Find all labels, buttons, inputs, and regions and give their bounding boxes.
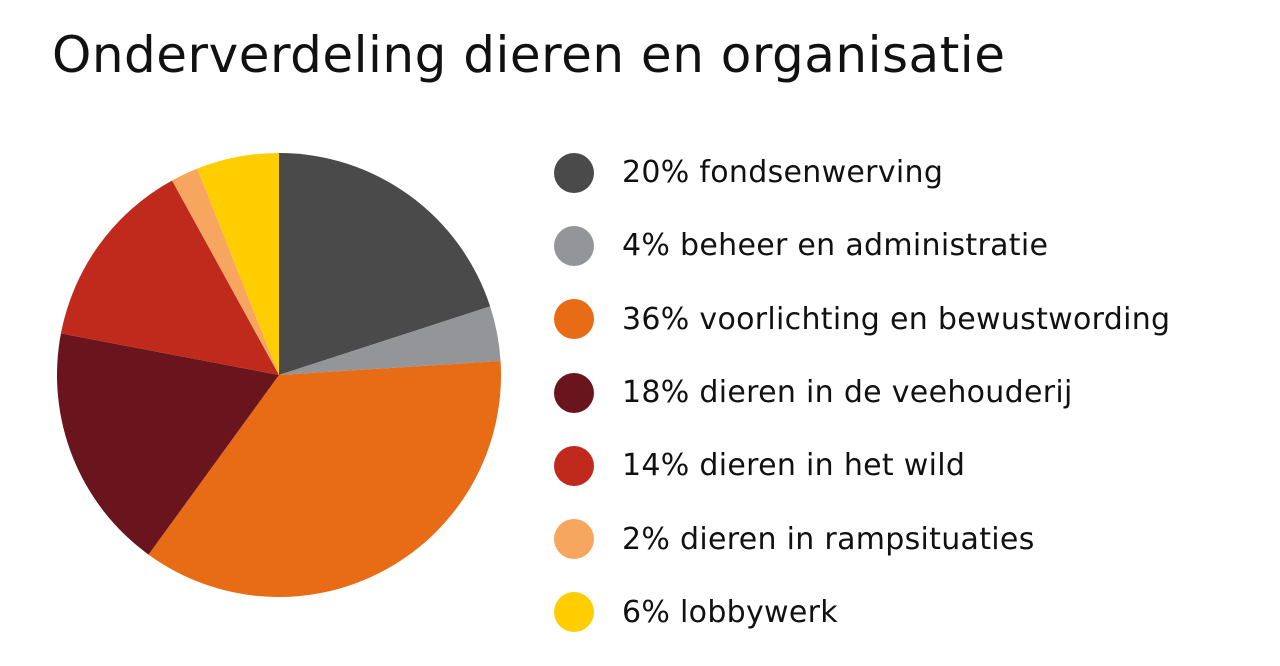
- legend-item: 18% dieren in de veehouderij: [554, 356, 1170, 429]
- legend-swatch: [554, 372, 594, 413]
- legend-swatch: [554, 445, 594, 486]
- legend-item: 6% lobbywerk: [554, 576, 1170, 649]
- legend-label: 14% dieren in het wild: [622, 448, 966, 484]
- legend-swatch: [554, 592, 594, 633]
- pie-slice-4: [60, 180, 280, 375]
- legend-swatch: [554, 299, 594, 340]
- chart-title: Onderverdeling dieren en organisatie: [52, 26, 1006, 84]
- legend-label: 20% fondsenwerving: [622, 155, 944, 191]
- pie-slice-3: [56, 333, 280, 555]
- legend-swatch: [554, 152, 594, 193]
- legend-item: 36% voorlichting en bewustwording: [554, 283, 1170, 356]
- pie-slice-1: [279, 306, 501, 375]
- legend-swatch: [554, 225, 594, 266]
- legend-swatch: [554, 519, 594, 560]
- legend-label: 18% dieren in de veehouderij: [622, 375, 1073, 411]
- legend-item: 14% dieren in het wild: [554, 429, 1170, 502]
- legend: 20% fondsenwerving 4% beheer en administr…: [554, 136, 1170, 649]
- legend-label: 6% lobbywerk: [622, 594, 838, 630]
- pie-chart: [56, 153, 501, 597]
- legend-item: 4% beheer en administratie: [554, 209, 1170, 282]
- legend-label: 36% voorlichting en bewustwording: [622, 301, 1171, 337]
- pie-slice-6: [197, 153, 279, 375]
- pie-slice-0: [279, 153, 491, 375]
- legend-item: 20% fondsenwerving: [554, 136, 1170, 209]
- legend-label: 2% dieren in rampsituaties: [622, 521, 1035, 557]
- legend-label: 4% beheer en administratie: [622, 228, 1049, 264]
- legend-item: 2% dieren in rampsituaties: [554, 502, 1170, 575]
- pie-slice-5: [172, 168, 279, 375]
- pie-slice-2: [148, 361, 501, 597]
